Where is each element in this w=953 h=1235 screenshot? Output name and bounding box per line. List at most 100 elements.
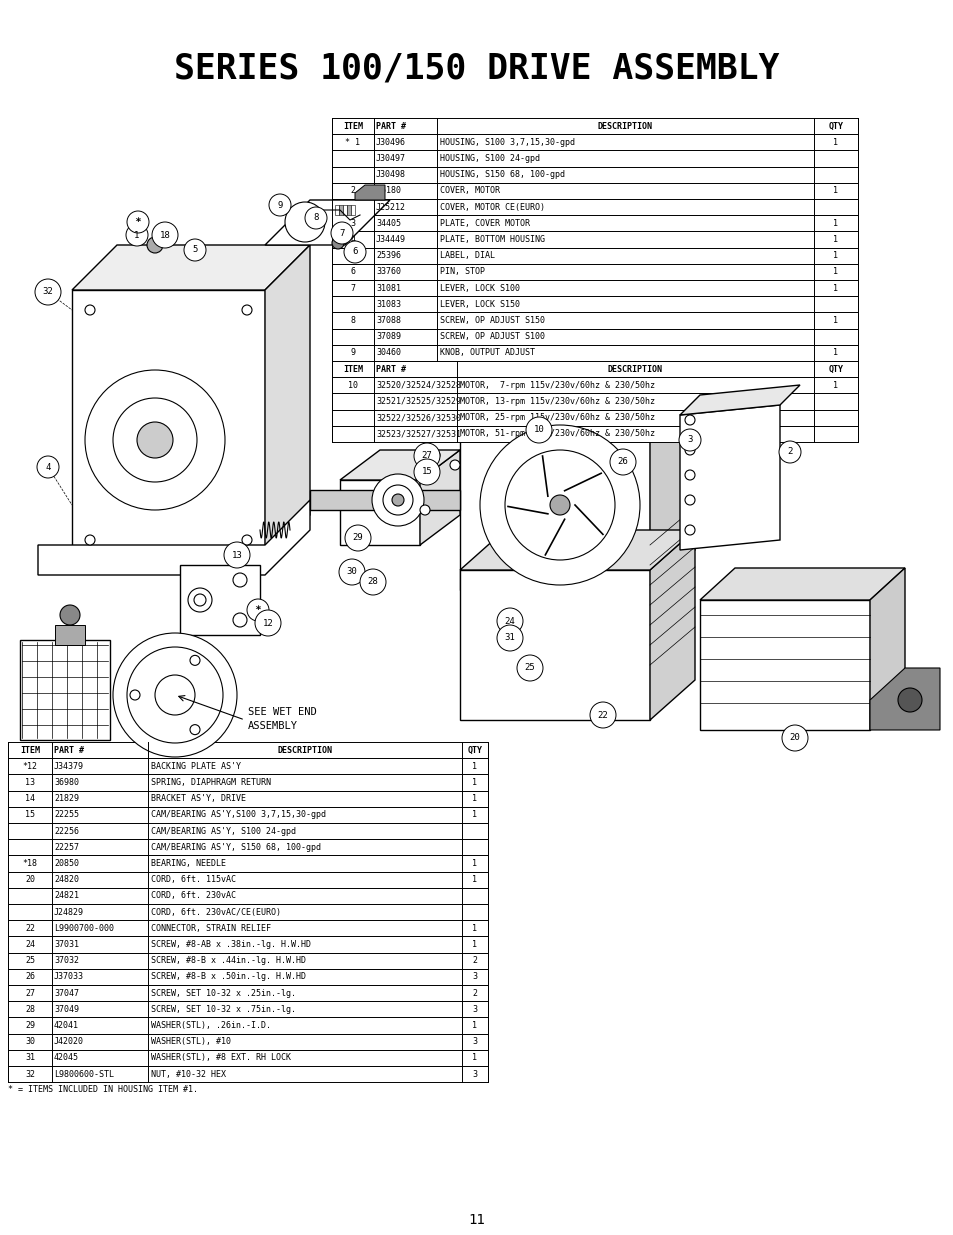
Circle shape (525, 417, 552, 443)
Text: 29: 29 (25, 1021, 35, 1030)
Bar (332, 167, 857, 183)
Circle shape (184, 240, 206, 261)
Text: 11: 11 (468, 1213, 485, 1228)
Text: SCREW, #8-B x .44in.-lg. H.W.HD: SCREW, #8-B x .44in.-lg. H.W.HD (151, 956, 306, 966)
Text: J25212: J25212 (375, 203, 406, 211)
Circle shape (305, 207, 327, 228)
Text: PART #: PART # (54, 746, 84, 755)
Text: QTY: QTY (467, 746, 482, 755)
Circle shape (609, 450, 636, 475)
Bar (8, 1034, 488, 1050)
Text: 1: 1 (833, 284, 838, 293)
Text: PLATE, BOTTOM HOUSING: PLATE, BOTTOM HOUSING (439, 235, 544, 245)
Text: 1: 1 (472, 860, 477, 868)
Circle shape (154, 676, 194, 715)
Text: COVER, MOTOR: COVER, MOTOR (439, 186, 499, 195)
Text: LEVER, LOCK S100: LEVER, LOCK S100 (439, 284, 519, 293)
Text: 28: 28 (25, 1005, 35, 1014)
Polygon shape (38, 500, 310, 576)
Text: 1: 1 (833, 251, 838, 261)
Bar (332, 247, 857, 264)
Circle shape (392, 494, 403, 506)
Text: BACKING PLATE AS'Y: BACKING PLATE AS'Y (151, 762, 241, 771)
Bar (332, 296, 857, 312)
Text: 27: 27 (25, 988, 35, 998)
Text: 1: 1 (472, 1053, 477, 1062)
Text: 29: 29 (353, 534, 363, 542)
Text: MOTOR, 25-rpm 115v/230v/60hz & 230/50hz: MOTOR, 25-rpm 115v/230v/60hz & 230/50hz (459, 414, 655, 422)
Text: NUT, #10-32 HEX: NUT, #10-32 HEX (151, 1070, 226, 1078)
Text: HOUSING, S100 3,7,15,30-gpd: HOUSING, S100 3,7,15,30-gpd (439, 138, 575, 147)
Text: 4: 4 (45, 462, 51, 472)
Circle shape (338, 559, 365, 585)
Text: 21829: 21829 (54, 794, 79, 803)
Circle shape (112, 634, 236, 757)
Text: 30: 30 (25, 1037, 35, 1046)
Text: SCREW, SET 10-32 x .75in.-lg.: SCREW, SET 10-32 x .75in.-lg. (151, 1005, 295, 1014)
Text: 26: 26 (617, 457, 628, 467)
Text: *: * (135, 217, 140, 226)
Circle shape (126, 224, 148, 246)
Text: 1: 1 (833, 380, 838, 390)
Text: 42041: 42041 (54, 1021, 79, 1030)
Polygon shape (71, 245, 310, 290)
Text: MOTOR,  7-rpm 115v/230v/60hz & 230/50hz: MOTOR, 7-rpm 115v/230v/60hz & 230/50hz (459, 380, 655, 390)
Polygon shape (459, 530, 695, 571)
Polygon shape (419, 450, 459, 545)
Text: LABEL, DIAL: LABEL, DIAL (439, 251, 495, 261)
Text: 9: 9 (277, 200, 282, 210)
Text: 8: 8 (350, 316, 355, 325)
Circle shape (684, 445, 695, 454)
Text: CAM/BEARING AS'Y,S100 3,7,15,30-gpd: CAM/BEARING AS'Y,S100 3,7,15,30-gpd (151, 810, 326, 819)
Circle shape (188, 588, 212, 613)
Text: *: * (254, 605, 261, 615)
Circle shape (190, 725, 200, 735)
Text: J30498: J30498 (375, 170, 406, 179)
Circle shape (550, 495, 569, 515)
Circle shape (430, 450, 439, 459)
Text: WASHER(STL), #10: WASHER(STL), #10 (151, 1037, 231, 1046)
Text: HOUSING, S100 24-gpd: HOUSING, S100 24-gpd (439, 154, 539, 163)
Bar (8, 952, 488, 968)
Bar (332, 312, 857, 329)
Circle shape (247, 599, 269, 621)
Text: 25: 25 (25, 956, 35, 966)
Text: WASHER(STL), #8 EXT. RH LOCK: WASHER(STL), #8 EXT. RH LOCK (151, 1053, 291, 1062)
Text: 6: 6 (350, 268, 355, 277)
Polygon shape (459, 430, 649, 590)
Text: 37089: 37089 (375, 332, 400, 341)
Bar (8, 1050, 488, 1066)
Circle shape (242, 535, 252, 545)
Text: 42045: 42045 (54, 1053, 79, 1062)
Polygon shape (339, 450, 459, 480)
Bar (332, 345, 857, 361)
Circle shape (479, 425, 639, 585)
Text: 2: 2 (786, 447, 792, 457)
Bar (332, 119, 857, 135)
Text: 3: 3 (472, 1037, 477, 1046)
Circle shape (779, 441, 801, 463)
Circle shape (497, 608, 522, 634)
Text: 1: 1 (472, 1021, 477, 1030)
Text: SERIES 100/150 DRIVE ASSEMBLY: SERIES 100/150 DRIVE ASSEMBLY (174, 51, 779, 85)
Circle shape (372, 474, 423, 526)
Text: 30460: 30460 (375, 348, 400, 357)
Text: SEE WET END: SEE WET END (248, 706, 316, 718)
Circle shape (344, 241, 366, 263)
Circle shape (497, 625, 522, 651)
Text: 1: 1 (472, 794, 477, 803)
Bar (332, 231, 857, 247)
Text: CAM/BEARING AS'Y, S150 68, 100-gpd: CAM/BEARING AS'Y, S150 68, 100-gpd (151, 842, 320, 852)
Bar (8, 1066, 488, 1082)
Bar (332, 394, 857, 410)
Text: J34449: J34449 (375, 235, 406, 245)
Bar (332, 377, 857, 394)
Circle shape (450, 459, 459, 471)
Circle shape (684, 471, 695, 480)
Text: SCREW, SET 10-32 x .25in.-lg.: SCREW, SET 10-32 x .25in.-lg. (151, 988, 295, 998)
Circle shape (233, 573, 247, 587)
Text: * = ITEMS INCLUDED IN HOUSING ITEM #1.: * = ITEMS INCLUDED IN HOUSING ITEM #1. (8, 1084, 198, 1094)
Bar (332, 264, 857, 280)
Text: PIN, STOP: PIN, STOP (439, 268, 484, 277)
Text: 1: 1 (833, 186, 838, 195)
